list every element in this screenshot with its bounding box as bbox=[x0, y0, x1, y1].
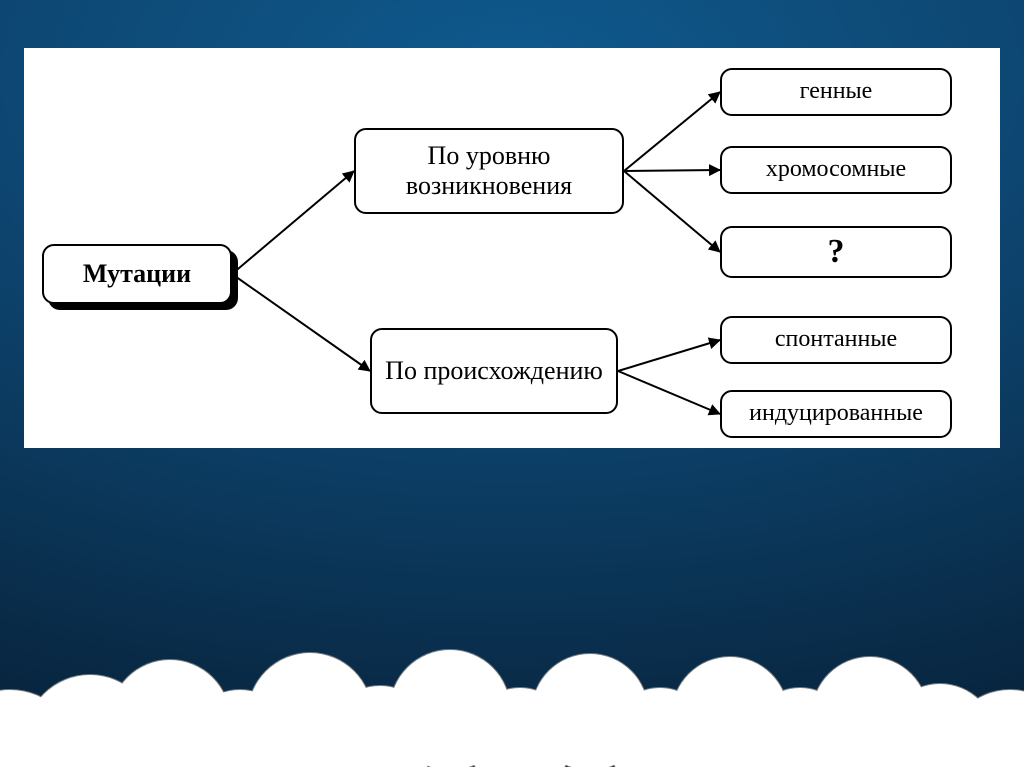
node-spont: спонтанные bbox=[720, 316, 952, 364]
node-gene: генные bbox=[720, 68, 952, 116]
node-unknown-label: ? bbox=[828, 232, 845, 271]
node-origin-label: По происхождению bbox=[385, 356, 603, 386]
node-origin: По происхождению bbox=[370, 328, 618, 414]
node-induc: индуцированные bbox=[720, 390, 952, 438]
node-level-label: По уровню возникновения bbox=[362, 141, 616, 201]
node-level: По уровню возникновения bbox=[354, 128, 624, 214]
node-gene-label: генные bbox=[800, 78, 873, 106]
node-chrom: хромосомные bbox=[720, 146, 952, 194]
node-unknown: ? bbox=[720, 226, 952, 278]
slide-stage: Мутации По уровню возникновения По проис… bbox=[0, 0, 1024, 767]
node-induc-label: индуцированные bbox=[749, 400, 923, 428]
node-root-label: Мутации bbox=[83, 259, 191, 289]
node-root: Мутации bbox=[42, 244, 232, 304]
node-chrom-label: хромосомные bbox=[766, 156, 906, 184]
node-spont-label: спонтанные bbox=[775, 326, 897, 354]
